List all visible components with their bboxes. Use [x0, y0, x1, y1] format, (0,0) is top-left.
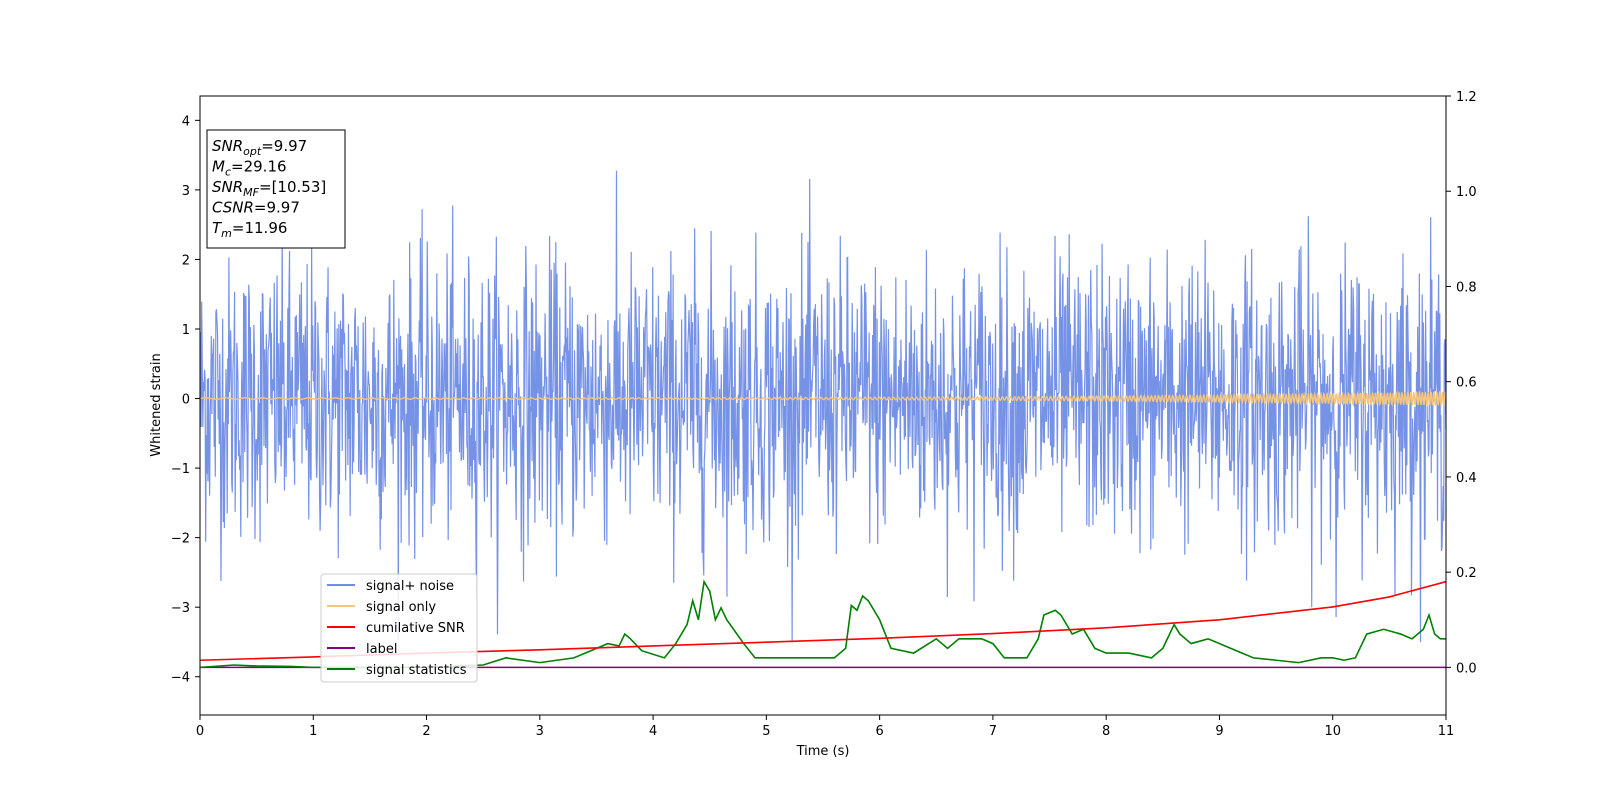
y-left-tick-label: 1 [182, 323, 190, 338]
legend-label: label [366, 642, 397, 657]
left-y-axis: −4 −3 −2 −1 0 1 2 3 4 [171, 114, 200, 686]
y-right-tick-label: 0.2 [1456, 566, 1477, 581]
x-tick-label: 0 [196, 724, 204, 739]
series-signal-statistics [200, 579, 1446, 669]
y-axis-label: Whitened strain [149, 353, 164, 456]
x-tick-label: 9 [1215, 724, 1223, 739]
legend: signal+ noise signal only cumilative SNR la… [320, 573, 478, 683]
x-tick-label: 4 [649, 724, 657, 739]
x-tick-label: 10 [1324, 724, 1341, 739]
y-right-tick-label: 0.6 [1456, 376, 1477, 391]
y-left-tick-label: −3 [171, 601, 190, 616]
x-tick-label: 11 [1438, 724, 1455, 739]
series-signal-only [200, 389, 1446, 408]
y-right-tick-label: 1.0 [1456, 185, 1477, 200]
y-left-tick-label: 3 [182, 184, 190, 199]
plot-frame [199, 95, 1447, 716]
annotation-line: Mc=29.16 [212, 158, 287, 179]
annotation-line: SNRMF=[10.53] [212, 178, 326, 199]
y-left-tick-label: −1 [171, 462, 190, 477]
x-tick-label: 6 [875, 724, 883, 739]
x-tick-label: 8 [1102, 724, 1110, 739]
x-tick-label: 3 [536, 724, 544, 739]
series-signal-noise [200, 170, 1446, 642]
annotation-frame [206, 129, 346, 249]
y-left-tick-label: 4 [182, 114, 190, 129]
annotation-line: Tm=11.96 [212, 219, 287, 240]
right-y-axis: 0.0 0.2 0.4 0.6 0.8 1.0 1.2 [1446, 90, 1477, 676]
y-right-tick-label: 0.8 [1456, 280, 1477, 295]
stats-annotation-box: SNRopt=9.97Mc=29.16SNRMF=[10.53]CSNR=9.9… [206, 129, 346, 249]
legend-label: signal only [366, 600, 436, 615]
x-axis: 0 1 2 3 4 5 6 7 8 9 10 11 [196, 715, 1454, 739]
x-tick-label: 5 [762, 724, 770, 739]
legend-frame [320, 573, 478, 683]
annotation-line: CSNR=9.97 [212, 199, 300, 217]
x-tick-label: 2 [422, 724, 430, 739]
y-right-tick-label: 0.4 [1456, 471, 1477, 486]
legend-label: signal statistics [366, 663, 467, 678]
annotation-line: SNRopt=9.97 [212, 137, 307, 158]
x-axis-label: Time (s) [796, 744, 850, 759]
y-right-tick-label: 0.0 [1456, 661, 1477, 676]
x-tick-label: 7 [989, 724, 997, 739]
legend-label: cumilative SNR [366, 621, 465, 636]
y-left-tick-label: −4 [171, 671, 190, 686]
y-left-tick-label: 0 [182, 393, 190, 408]
y-left-tick-label: −2 [171, 532, 190, 547]
y-left-tick-label: 2 [182, 253, 190, 268]
legend-label: signal+ noise [366, 579, 454, 594]
y-right-tick-label: 1.2 [1456, 90, 1477, 105]
x-tick-label: 1 [309, 724, 317, 739]
